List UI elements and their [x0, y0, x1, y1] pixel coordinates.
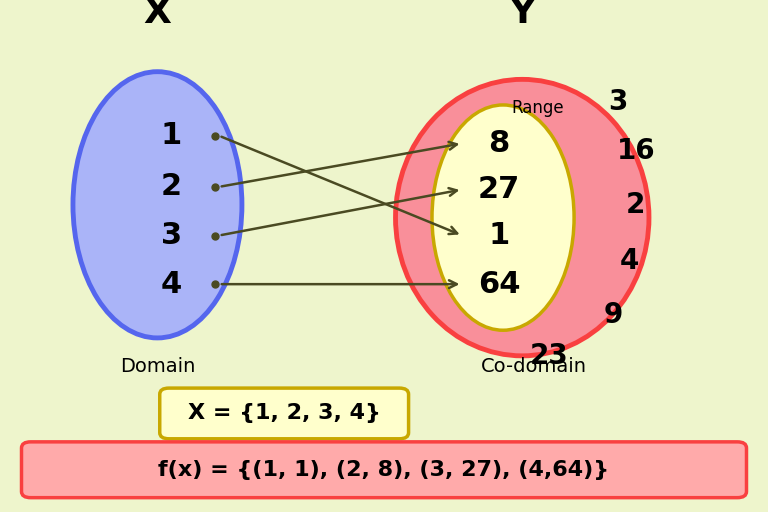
Ellipse shape	[73, 72, 242, 338]
Text: Range: Range	[511, 98, 564, 117]
Text: 23: 23	[530, 342, 568, 370]
FancyBboxPatch shape	[160, 388, 409, 439]
Text: 64: 64	[478, 270, 521, 298]
Text: Domain: Domain	[120, 356, 195, 376]
FancyBboxPatch shape	[22, 442, 746, 498]
Text: f(x) = {(1, 1), (2, 8), (3, 27), (4,64)}: f(x) = {(1, 1), (2, 8), (3, 27), (4,64)}	[158, 460, 610, 480]
Text: 3: 3	[608, 89, 628, 116]
Text: Co-domain: Co-domain	[481, 356, 587, 376]
Text: 1: 1	[488, 221, 510, 250]
Text: X: X	[144, 0, 171, 30]
Text: 9: 9	[603, 301, 623, 329]
Text: 3: 3	[161, 221, 182, 250]
Text: 4: 4	[161, 270, 182, 298]
Text: 27: 27	[478, 175, 521, 204]
Text: 4: 4	[620, 247, 640, 275]
Text: X = {1, 2, 3, 4}: X = {1, 2, 3, 4}	[187, 403, 381, 423]
Text: 2: 2	[161, 173, 182, 201]
Ellipse shape	[396, 79, 649, 356]
Text: 16: 16	[617, 137, 655, 165]
Ellipse shape	[432, 105, 574, 330]
Text: 8: 8	[488, 129, 510, 158]
Text: 1: 1	[161, 121, 182, 150]
Text: 2: 2	[626, 191, 646, 219]
Text: Y: Y	[509, 0, 535, 30]
